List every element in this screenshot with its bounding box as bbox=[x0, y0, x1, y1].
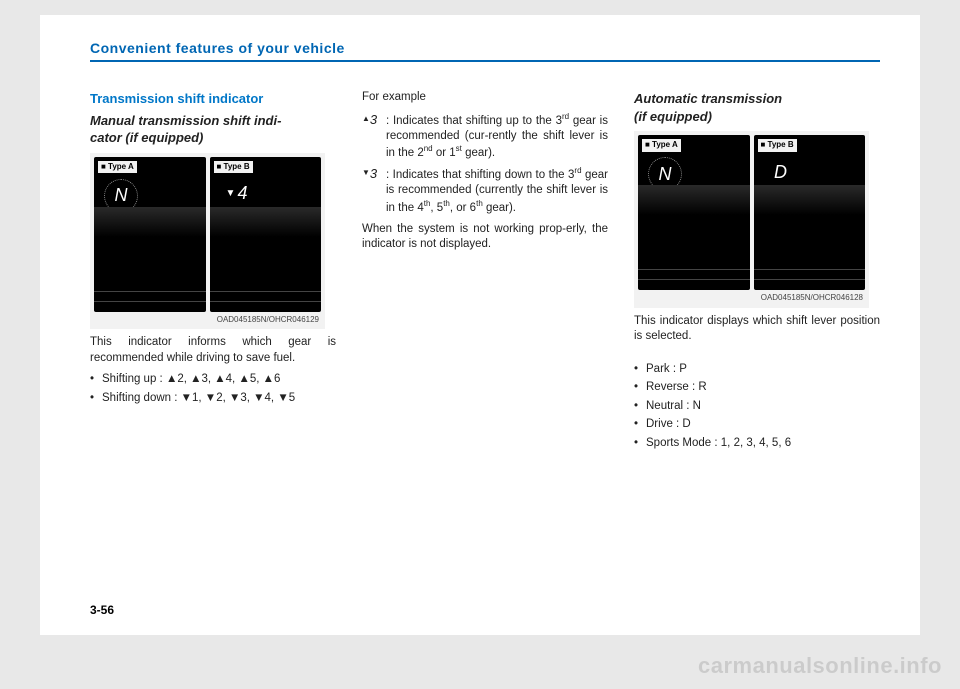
figure-manual-trans: ■ Type A N ■ Type B ▼4 bbox=[90, 153, 325, 330]
bullet-neutral: •Neutral : N bbox=[634, 399, 880, 415]
type-a-label: ■ Type A bbox=[98, 161, 137, 174]
para-not-working: When the system is not working prop-erly… bbox=[362, 222, 608, 253]
figure-panel-type-a: ■ Type A N bbox=[94, 157, 206, 312]
column-3: Automatic transmission (if equipped) ■ T… bbox=[634, 90, 880, 455]
content-columns: Transmission shift indicator Manual tran… bbox=[90, 90, 880, 455]
para-manual-intro: This indicator informs which gear is rec… bbox=[90, 335, 336, 366]
column-1: Transmission shift indicator Manual tran… bbox=[90, 90, 336, 455]
figure-caption-1: OAD045185N/OHCR046129 bbox=[94, 315, 321, 326]
figure-auto-trans: ■ Type A N ■ Type B D bbox=[634, 131, 869, 308]
bullet-reverse: •Reverse : R bbox=[634, 380, 880, 396]
page-header: Convenient features of your vehicle bbox=[90, 40, 880, 62]
heading-auto-trans: Automatic transmission (if equipped) bbox=[634, 90, 880, 125]
type-a-label-auto: ■ Type A bbox=[642, 139, 681, 152]
bullet-shift-up: • Shifting up : ▲2, ▲3, ▲4, ▲5, ▲6 bbox=[90, 372, 336, 388]
type-b-label: ■ Type B bbox=[214, 161, 253, 174]
bullet-park: •Park : P bbox=[634, 362, 880, 378]
gear-indicator-b: ▼4 bbox=[220, 177, 254, 211]
type-b-label-auto: ■ Type B bbox=[758, 139, 797, 152]
bullet-sports: •Sports Mode : 1, 2, 3, 4, 5, 6 bbox=[634, 436, 880, 452]
bullet-shift-down: • Shifting down : ▼1, ▼2, ▼3, ▼4, ▼5 bbox=[90, 391, 336, 407]
figure-panel-auto-a: ■ Type A N bbox=[638, 135, 750, 290]
para-auto-intro: This indicator displays which shift leve… bbox=[634, 314, 880, 345]
for-example-heading: For example bbox=[362, 90, 608, 106]
example-shift-down: ▼3 : Indicates that shifting down to the… bbox=[362, 166, 608, 216]
heading-transmission-shift: Transmission shift indicator bbox=[90, 90, 336, 108]
example-shift-up: ▲3 : Indicates that shifting up to the 3… bbox=[362, 112, 608, 162]
figure-caption-2: OAD045185N/OHCR046128 bbox=[638, 293, 865, 304]
bullet-drive: •Drive : D bbox=[634, 417, 880, 433]
manual-page: Convenient features of your vehicle Tran… bbox=[40, 15, 920, 635]
heading-manual-trans: Manual transmission shift indi- cator (i… bbox=[90, 112, 336, 147]
column-2: For example ▲3 : Indicates that shifting… bbox=[362, 90, 608, 455]
page-number: 3-56 bbox=[90, 603, 114, 617]
gear-indicator-auto-b: D bbox=[764, 155, 798, 189]
figure-panel-type-b: ■ Type B ▼4 bbox=[210, 157, 322, 312]
figure-panel-auto-b: ■ Type B D bbox=[754, 135, 866, 290]
watermark: carmanualsonline.info bbox=[698, 653, 942, 679]
